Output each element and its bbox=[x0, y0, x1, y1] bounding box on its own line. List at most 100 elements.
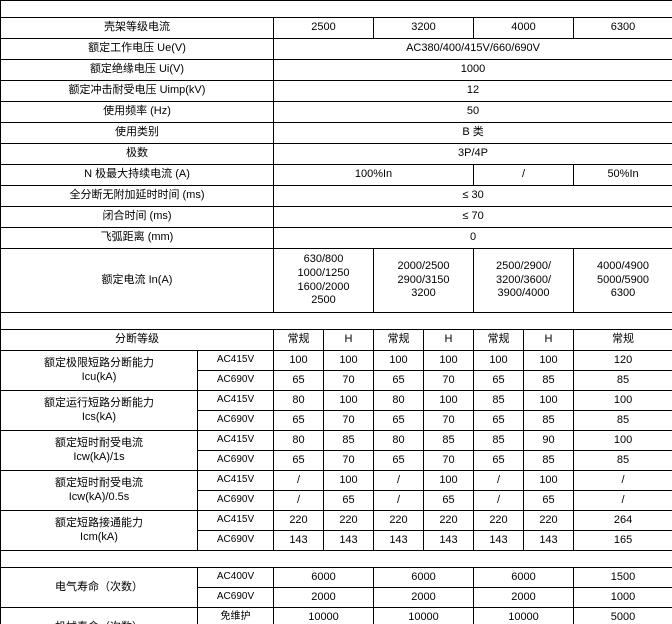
basic-param-row: 额定绝缘电压 Ui(V) 1000 bbox=[0, 59, 672, 81]
frame-rating-value: 4000 bbox=[473, 17, 574, 39]
breaking-value: 100 bbox=[523, 470, 574, 491]
breaking-value: / bbox=[273, 490, 324, 511]
rated-current-label: 额定电流 In(A) bbox=[0, 248, 274, 313]
basic-param-row: 极数 3P/4P bbox=[0, 143, 672, 165]
breaking-value: 264 bbox=[572, 510, 672, 531]
breaking-value: / bbox=[473, 470, 524, 491]
frame-rating-value: 6300 bbox=[572, 17, 672, 39]
breaking-value: / bbox=[572, 470, 672, 491]
breaking-data-row: 额定短时耐受电流 Icw(kA)/0.5s AC415V/100/100/100/ bbox=[0, 470, 672, 511]
basic-param-value: 1000 bbox=[272, 59, 672, 81]
breaking-value: 85 bbox=[523, 370, 574, 391]
basic-param-row: 额定工作电压 Ue(V) AC380/400/415V/660/690V bbox=[0, 38, 672, 60]
breaking-data-row: 额定极限短路分断能力 Icu(kA) AC415V 100 100 100 100 100 10… bbox=[0, 350, 672, 391]
breaking-data-row: 额定短时耐受电流 Icw(kA)/1s AC415V 80 85 80 85 85 90 100 bbox=[0, 430, 672, 471]
breaking-grade-value: H bbox=[323, 329, 374, 351]
breaking-value: 143 bbox=[423, 530, 474, 551]
breaking-value: 70 bbox=[323, 370, 374, 391]
frame-rating-value: 2500 bbox=[273, 17, 374, 39]
breaking-value: 100 bbox=[523, 350, 574, 371]
breaking-grade-value: 常规 bbox=[572, 329, 672, 351]
timing-row: 闭合时间 (ms) ≤ 70 bbox=[0, 206, 672, 228]
timing-value: ≤ 70 bbox=[272, 206, 672, 228]
breaking-value: 120 bbox=[572, 350, 672, 371]
breaking-value: 100 bbox=[473, 350, 524, 371]
timing-label: 闭合时间 (ms) bbox=[0, 206, 274, 228]
breaking-value: 80 bbox=[273, 390, 324, 411]
breaking-group-label: 额定运行短路分断能力 Ics(kA) bbox=[0, 390, 198, 431]
section-header-breaking: 分断能力 bbox=[0, 312, 672, 330]
basic-param-label: 使用频率 (Hz) bbox=[0, 101, 274, 123]
breaking-value: 220 bbox=[523, 510, 574, 531]
lifetime-kind-label: AC400V bbox=[197, 567, 274, 588]
timing-row: 飞弧距离 (mm) 0 bbox=[0, 227, 672, 249]
breaking-value: 85 bbox=[572, 410, 672, 431]
breaking-value: 65 bbox=[373, 450, 424, 471]
basic-param-row: 使用类别 B 类 bbox=[0, 122, 672, 144]
lifetime-value: 2000 bbox=[473, 587, 574, 608]
timing-row: 全分断无附加延时时间 (ms) ≤ 30 bbox=[0, 185, 672, 207]
basic-param-value: B 类 bbox=[272, 122, 672, 144]
breaking-value: 65 bbox=[373, 410, 424, 431]
breaking-voltage-label: AC415V bbox=[197, 350, 274, 371]
breaking-grade-value: H bbox=[423, 329, 474, 351]
breaking-value: 70 bbox=[423, 410, 474, 431]
n-pole-label: N 极最大持续电流 (A) bbox=[0, 164, 274, 186]
breaking-value: 220 bbox=[473, 510, 524, 531]
breaking-value: 70 bbox=[323, 410, 374, 431]
breaking-value: 65 bbox=[273, 410, 324, 431]
breaking-value: 65 bbox=[523, 490, 574, 511]
timing-value: 0 bbox=[272, 227, 672, 249]
breaking-grade-row: 分断等级 常规 H 常规 H 常规 H 常规 bbox=[0, 329, 672, 351]
breaking-value: 100 bbox=[323, 350, 374, 371]
timing-label: 飞弧距离 (mm) bbox=[0, 227, 274, 249]
lifetime-value: 2000 bbox=[273, 587, 374, 608]
lifetime-data-row: AC690V 2000 2000 2000 1000 bbox=[1, 587, 672, 608]
lifetime-value: 10000 bbox=[373, 607, 474, 624]
section-header-basic: 基本参数 bbox=[0, 0, 672, 18]
breaking-value: 85 bbox=[572, 370, 672, 391]
breaking-value: 65 bbox=[473, 450, 524, 471]
breaking-value: 70 bbox=[423, 450, 474, 471]
breaking-value: 80 bbox=[373, 390, 424, 411]
breaking-data-row: 额定运行短路分断能力 Ics(kA) AC415V 80 100 80 100 85 100 10… bbox=[0, 390, 672, 431]
n-pole-value: / bbox=[473, 164, 574, 186]
breaking-value: 143 bbox=[473, 530, 524, 551]
breaking-value: 165 bbox=[572, 530, 672, 551]
breaking-value: 100 bbox=[273, 350, 324, 371]
section-header-row: 分断能力 bbox=[0, 312, 672, 330]
breaking-value: 143 bbox=[523, 530, 574, 551]
breaking-value: 220 bbox=[423, 510, 474, 531]
breaking-value: 65 bbox=[473, 370, 524, 391]
breaking-group-label: 额定极限短路分断能力 Icu(kA) bbox=[0, 350, 198, 391]
basic-param-value: 50 bbox=[272, 101, 672, 123]
breaking-value: 65 bbox=[323, 490, 374, 511]
breaking-value: 220 bbox=[273, 510, 324, 531]
breaking-value: 100 bbox=[323, 390, 374, 411]
basic-param-row: 使用频率 (Hz) 50 bbox=[0, 101, 672, 123]
lifetime-value: 6000 bbox=[473, 567, 574, 588]
breaking-data-row: AC690V/65/65/65/ bbox=[1, 490, 672, 511]
lifetime-value: 6000 bbox=[273, 567, 374, 588]
basic-param-row: 额定冲击耐受电压 Uimp(kV) 12 bbox=[0, 80, 672, 102]
rated-current-value: 2000/2500 2900/3150 3200 bbox=[373, 248, 474, 313]
basic-param-value: 3P/4P bbox=[272, 143, 672, 165]
frame-rating-label: 壳架等级电流 bbox=[0, 17, 274, 39]
frame-rating-row: 壳架等级电流 2500 3200 4000 6300 bbox=[0, 17, 672, 39]
breaking-value: 65 bbox=[373, 370, 424, 391]
breaking-data-row: AC690V 65 70 65 70 65 85 85 bbox=[1, 370, 672, 391]
lifetime-value: 1000 bbox=[572, 587, 672, 608]
breaking-group-label: 额定短时耐受电流 Icw(kA)/1s bbox=[0, 430, 198, 471]
lifetime-value: 10000 bbox=[273, 607, 374, 624]
breaking-value: / bbox=[572, 490, 672, 511]
breaking-value: 70 bbox=[423, 370, 474, 391]
breaking-value: 85 bbox=[523, 410, 574, 431]
basic-param-label: 极数 bbox=[0, 143, 274, 165]
breaking-voltage-label: AC690V bbox=[197, 450, 274, 471]
rated-current-row: 额定电流 In(A) 630/800 1000/1250 1600/2000 2500 2… bbox=[0, 248, 672, 313]
breaking-data-row: AC690V 143 143 143 143 143 143 165 bbox=[1, 530, 672, 551]
breaking-value: / bbox=[373, 470, 424, 491]
